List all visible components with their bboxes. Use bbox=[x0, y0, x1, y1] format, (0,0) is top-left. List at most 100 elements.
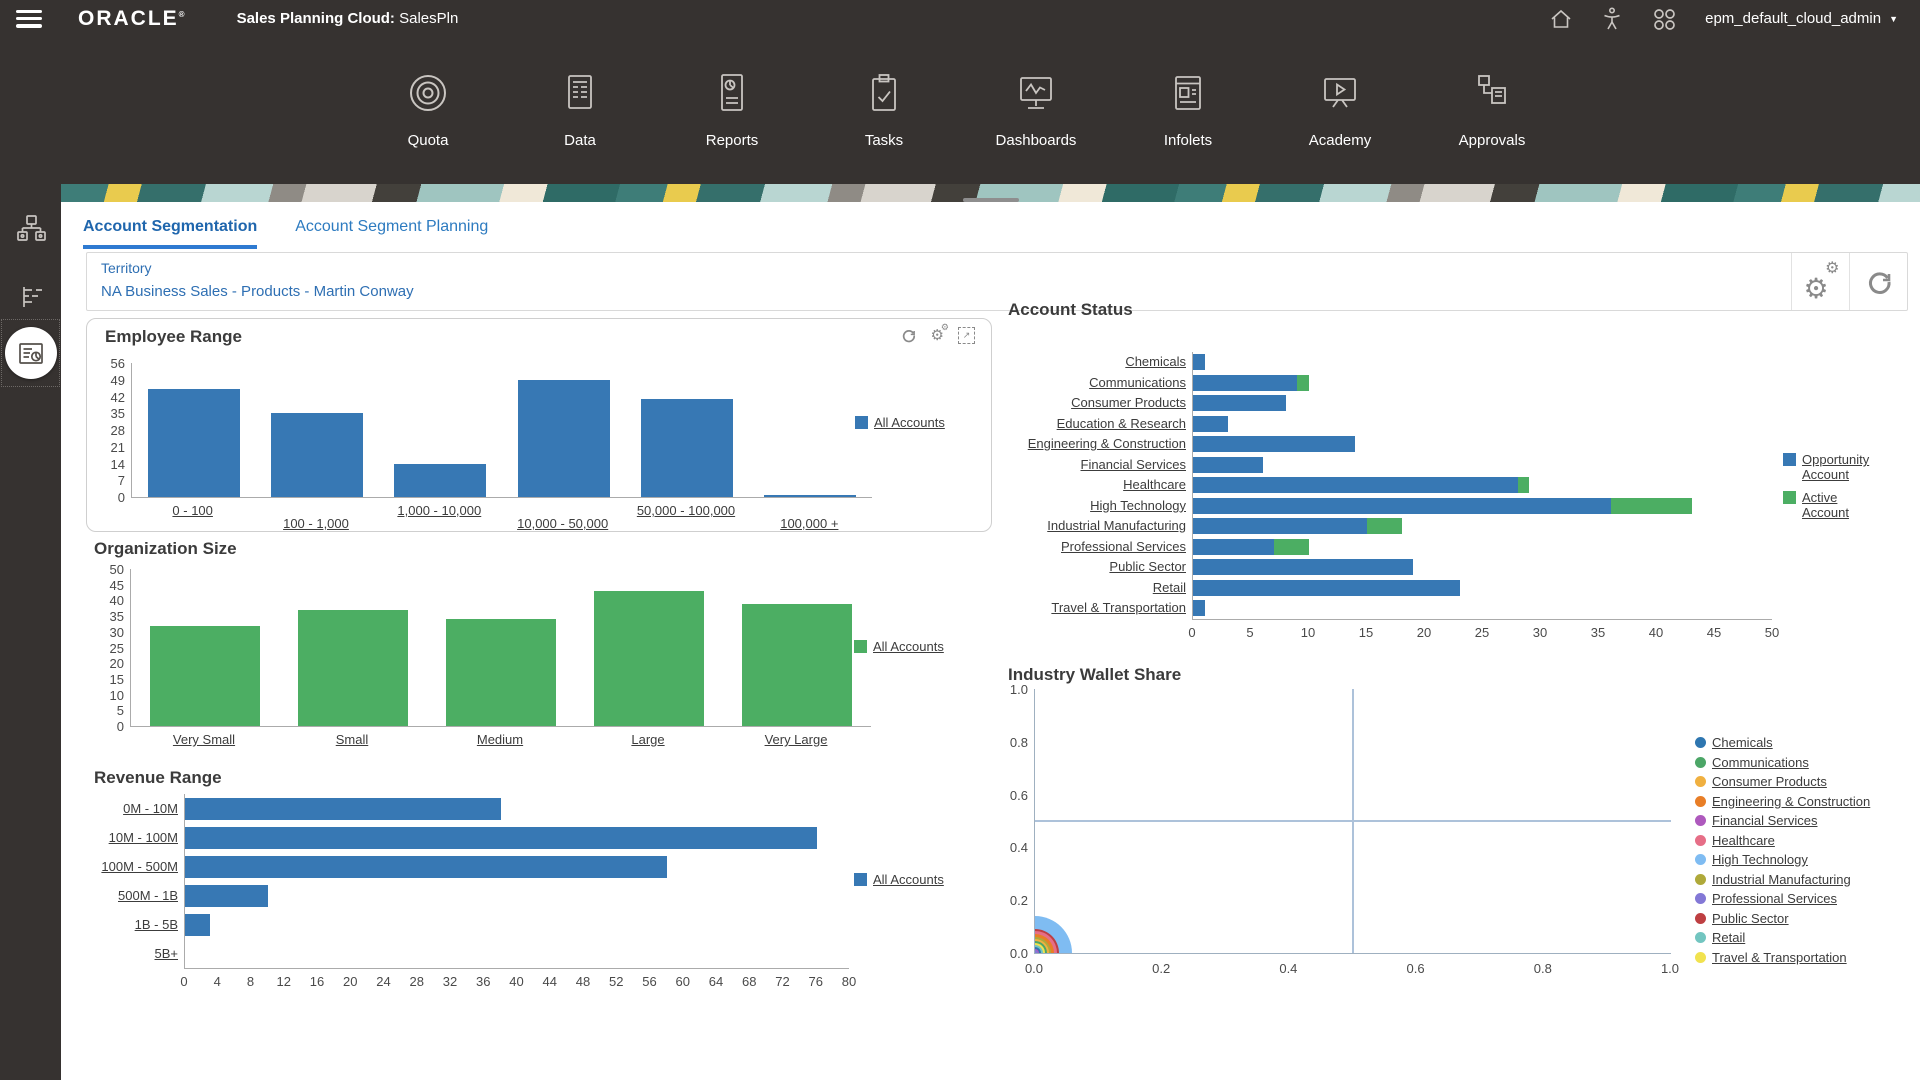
maximize-icon[interactable]: ↗ bbox=[958, 326, 975, 344]
category-label-medium[interactable]: Medium bbox=[476, 732, 524, 747]
pov-settings-button[interactable]: ⚙ ⚙ bbox=[1791, 253, 1849, 310]
nav-item-academy[interactable]: Academy bbox=[1284, 37, 1396, 184]
bar-small[interactable] bbox=[298, 609, 408, 726]
category-label-retail[interactable]: Retail bbox=[1152, 579, 1186, 595]
category-label-very-large[interactable]: Very Large bbox=[764, 732, 828, 747]
legend-label[interactable]: Engineering & Construction bbox=[1712, 793, 1871, 809]
category-label-industrial-manufacturing[interactable]: Industrial Manufacturing bbox=[1047, 518, 1186, 534]
bar-1b-5b[interactable] bbox=[185, 913, 210, 936]
category-label-high-technology[interactable]: High Technology bbox=[1090, 497, 1186, 513]
bar-10-000-50-000[interactable] bbox=[517, 379, 610, 497]
bar-travel-transportation-opportunity-account[interactable] bbox=[1193, 600, 1205, 617]
bar-very-small[interactable] bbox=[150, 625, 260, 726]
legend-label[interactable]: Retail bbox=[1712, 930, 1746, 945]
category-label-chemicals[interactable]: Chemicals bbox=[1125, 354, 1186, 370]
nav-item-dashboards[interactable]: Dashboards bbox=[980, 37, 1092, 184]
home-icon[interactable] bbox=[1549, 7, 1573, 31]
bar-retail-opportunity-account[interactable] bbox=[1193, 579, 1460, 596]
bar-financial-services-opportunity-account[interactable] bbox=[1193, 456, 1263, 473]
category-label-100m-500m[interactable]: 100M - 500M bbox=[101, 858, 178, 874]
bar-engineering-construction-opportunity-account[interactable] bbox=[1193, 436, 1356, 453]
pov-refresh-button[interactable] bbox=[1849, 253, 1907, 310]
legend-label[interactable]: Opportunity Account bbox=[1802, 452, 1870, 482]
bar-public-sector-opportunity-account[interactable] bbox=[1193, 559, 1414, 576]
bar-communications-active-account[interactable] bbox=[1297, 374, 1309, 391]
apps-grid-icon[interactable] bbox=[1651, 6, 1677, 32]
refresh-icon[interactable] bbox=[900, 327, 917, 344]
legend-label[interactable]: Industrial Manufacturing bbox=[1712, 871, 1851, 887]
category-label-0-100[interactable]: 0 - 100 bbox=[172, 503, 213, 518]
legend-label[interactable]: Public Sector bbox=[1712, 910, 1789, 926]
bar-100-1-000[interactable] bbox=[271, 413, 363, 497]
bar-0-100[interactable] bbox=[147, 389, 240, 497]
territory-dimension-link[interactable]: Territory bbox=[101, 260, 152, 276]
bar-communications-opportunity-account[interactable] bbox=[1193, 374, 1298, 391]
category-label-healthcare[interactable]: Healthcare bbox=[1123, 477, 1186, 493]
legend-label[interactable]: Consumer Products bbox=[1712, 774, 1827, 789]
category-label-1-000-10-000[interactable]: 1,000 - 10,000 bbox=[397, 503, 482, 518]
tab-account-segmentation[interactable]: Account Segmentation bbox=[83, 218, 258, 249]
bar-education-research-opportunity-account[interactable] bbox=[1193, 415, 1228, 432]
legend-label[interactable]: Healthcare bbox=[1712, 832, 1775, 848]
sidebar-item-tree-list[interactable] bbox=[0, 270, 61, 326]
sidebar-item-account-segmentation[interactable] bbox=[1, 319, 60, 387]
bar-very-large[interactable] bbox=[742, 603, 852, 726]
legend-label[interactable]: Chemicals bbox=[1712, 735, 1773, 750]
legend-label[interactable]: Travel & Transportation bbox=[1712, 949, 1847, 965]
hamburger-menu-icon[interactable] bbox=[16, 9, 42, 28]
category-label-public-sector[interactable]: Public Sector bbox=[1109, 559, 1186, 575]
user-menu[interactable]: epm_default_cloud_admin ▼ bbox=[1705, 10, 1898, 27]
category-label-10m-100m[interactable]: 10M - 100M bbox=[108, 829, 178, 845]
nav-item-data[interactable]: Data bbox=[524, 37, 636, 184]
nav-item-quota[interactable]: Quota bbox=[372, 37, 484, 184]
legend-label[interactable]: All Accounts bbox=[873, 872, 944, 887]
category-label-50-000-100-000[interactable]: 50,000 - 100,000 bbox=[636, 503, 736, 518]
bar-500m-1b[interactable] bbox=[185, 884, 269, 907]
bar-high-technology-opportunity-account[interactable] bbox=[1193, 497, 1611, 514]
nav-item-approvals[interactable]: Approvals bbox=[1436, 37, 1548, 184]
legend-label[interactable]: All Accounts bbox=[873, 639, 944, 654]
legend-label[interactable]: Financial Services bbox=[1712, 813, 1818, 828]
legend-label[interactable]: Active Account bbox=[1802, 490, 1849, 520]
bar-healthcare-active-account[interactable] bbox=[1517, 477, 1530, 494]
bar-100-000[interactable] bbox=[764, 494, 857, 497]
category-label-0m-10m[interactable]: 0M - 10M bbox=[123, 800, 178, 816]
sidebar-item-sitemap[interactable] bbox=[0, 200, 61, 256]
category-label-1b-5b[interactable]: 1B - 5B bbox=[134, 916, 178, 932]
category-label-very-small[interactable]: Very Small bbox=[172, 732, 236, 747]
bar-chemicals-opportunity-account[interactable] bbox=[1193, 354, 1205, 371]
legend-label[interactable]: All Accounts bbox=[874, 415, 945, 430]
bar-professional-services-active-account[interactable] bbox=[1274, 538, 1309, 555]
legend-label[interactable]: High Technology bbox=[1712, 852, 1808, 867]
legend-label[interactable]: Communications bbox=[1712, 754, 1809, 770]
category-label-large[interactable]: Large bbox=[631, 732, 665, 747]
nav-item-tasks[interactable]: Tasks bbox=[828, 37, 940, 184]
nav-item-infolets[interactable]: Infolets bbox=[1132, 37, 1244, 184]
category-label-5b[interactable]: 5B+ bbox=[154, 945, 179, 961]
bar-industrial-manufacturing-opportunity-account[interactable] bbox=[1193, 518, 1367, 535]
bar-100m-500m[interactable] bbox=[185, 855, 668, 878]
bar-50-000-100-000[interactable] bbox=[641, 398, 733, 497]
category-label-100-000[interactable]: 100,000 + bbox=[780, 516, 839, 531]
category-label-engineering-construction[interactable]: Engineering & Construction bbox=[1027, 436, 1186, 452]
bar-0m-10m[interactable] bbox=[185, 797, 501, 820]
legend-label[interactable]: Professional Services bbox=[1712, 891, 1837, 906]
category-label-consumer-products[interactable]: Consumer Products bbox=[1071, 395, 1186, 411]
bar-medium[interactable] bbox=[446, 619, 556, 726]
category-label-500m-1b[interactable]: 500M - 1B bbox=[118, 887, 178, 903]
category-label-professional-services[interactable]: Professional Services bbox=[1061, 538, 1186, 554]
category-label-education-research[interactable]: Education & Research bbox=[1056, 415, 1186, 431]
category-label-travel-transportation[interactable]: Travel & Transportation bbox=[1051, 600, 1186, 616]
bar-1-000-10-000[interactable] bbox=[394, 463, 487, 497]
bar-industrial-manufacturing-active-account[interactable] bbox=[1367, 518, 1402, 535]
territory-member-link[interactable]: NA Business Sales - Products - Martin Co… bbox=[101, 283, 414, 300]
bar-large[interactable] bbox=[594, 590, 704, 726]
bar-high-technology-active-account[interactable] bbox=[1610, 497, 1692, 514]
bubble-professional-services[interactable] bbox=[1035, 950, 1038, 953]
category-label-10-000-50-000[interactable]: 10,000 - 50,000 bbox=[517, 516, 609, 531]
accessibility-icon[interactable] bbox=[1601, 6, 1623, 31]
bar-consumer-products-opportunity-account[interactable] bbox=[1193, 395, 1286, 412]
nav-item-reports[interactable]: Reports bbox=[676, 37, 788, 184]
category-label-small[interactable]: Small bbox=[335, 732, 369, 747]
panel-drag-handle[interactable] bbox=[963, 198, 1019, 202]
